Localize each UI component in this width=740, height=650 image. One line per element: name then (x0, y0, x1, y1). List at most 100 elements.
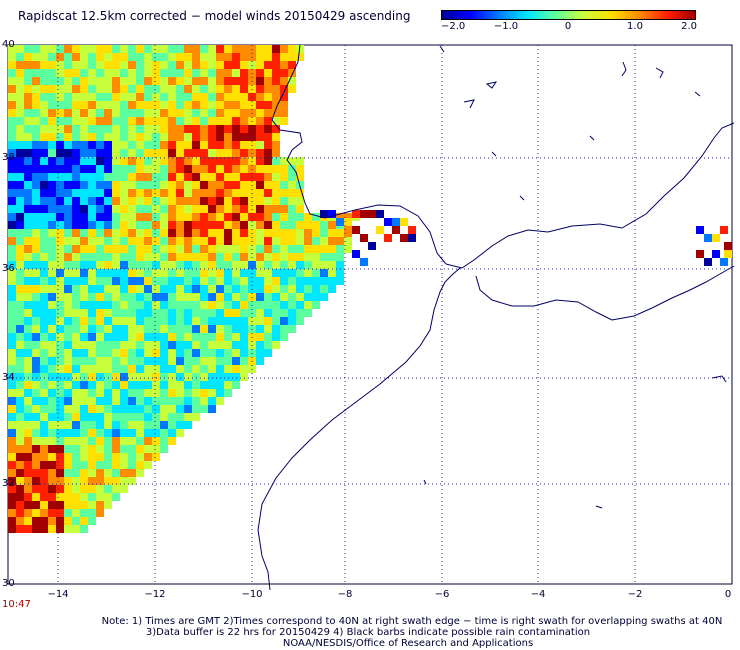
swath-cell (64, 277, 72, 285)
swath-cell (160, 157, 168, 165)
swath-cell (40, 421, 48, 429)
swath-cell (96, 501, 104, 509)
swath-cell (80, 485, 88, 493)
swath-cell (56, 125, 64, 133)
swath-cell (56, 461, 64, 469)
swath-cell (272, 333, 280, 341)
swath-cell (72, 261, 80, 269)
swath-cell (64, 341, 72, 349)
swath-cell (216, 333, 224, 341)
swath-cell (136, 61, 144, 69)
swath-cell (192, 133, 200, 141)
swath-cell (208, 277, 216, 285)
swath-cell (208, 389, 216, 397)
swath-cell (56, 493, 64, 501)
swath-cell (104, 365, 112, 373)
swath-cell (8, 453, 16, 461)
swath-cell (368, 210, 376, 218)
swath-cell (168, 189, 176, 197)
swath-cell (88, 237, 96, 245)
swath-cell (64, 221, 72, 229)
swath-cell (216, 301, 224, 309)
swath-cell (96, 125, 104, 133)
swath-cell (160, 69, 168, 77)
swath-cell (208, 317, 216, 325)
swath-cell (24, 125, 32, 133)
swath-cell (16, 165, 24, 173)
swath-cell (128, 365, 136, 373)
swath-cell (64, 269, 72, 277)
swath-cell (64, 253, 72, 261)
swath-cell (160, 101, 168, 109)
swath-cell (72, 141, 80, 149)
swath-cell (136, 389, 144, 397)
swath-cell (376, 226, 384, 234)
swath-cell (88, 421, 96, 429)
swath-cell (272, 229, 280, 237)
swath-cell (304, 285, 312, 293)
swath-cell (160, 165, 168, 173)
swath-cell (184, 189, 192, 197)
swath-cell (16, 445, 24, 453)
swath-cell (40, 109, 48, 117)
swath-cell (232, 173, 240, 181)
swath-cell (176, 85, 184, 93)
swath-cell (224, 357, 232, 365)
swath-cell (104, 141, 112, 149)
swath-cell (56, 109, 64, 117)
swath-cell (128, 253, 136, 261)
swath-cell (56, 437, 64, 445)
swath-cell (192, 253, 200, 261)
swath-cell (96, 381, 104, 389)
swath-cell (296, 157, 304, 165)
swath-cell (24, 501, 32, 509)
swath-cell (88, 309, 96, 317)
swath-cell (184, 413, 192, 421)
swath-cell (32, 341, 40, 349)
swath-cell (96, 453, 104, 461)
swath-cell (152, 389, 160, 397)
swath-cell (32, 381, 40, 389)
swath-cell (216, 269, 224, 277)
swath-cell (232, 205, 240, 213)
swath-cell (224, 269, 232, 277)
swath-cell (48, 165, 56, 173)
swath-cell (192, 365, 200, 373)
swath-cell (200, 149, 208, 157)
swath-cell (40, 453, 48, 461)
swath-cell (80, 341, 88, 349)
swath-cell (208, 109, 216, 117)
swath-cell (136, 189, 144, 197)
swath-cell (144, 429, 152, 437)
swath-cell (24, 205, 32, 213)
swath-cell (176, 253, 184, 261)
swath-cell (136, 69, 144, 77)
swath-cell (24, 325, 32, 333)
swath-cell (48, 197, 56, 205)
swath-cell (264, 269, 272, 277)
swath-cell (152, 429, 160, 437)
swath-cell (240, 101, 248, 109)
swath-cell (152, 285, 160, 293)
swath-cell (176, 397, 184, 405)
swath-cell (104, 157, 112, 165)
swath-cell (32, 141, 40, 149)
swath-cell (112, 141, 120, 149)
swath-cell (208, 245, 216, 253)
swath-cell (328, 285, 336, 293)
swath-cell (144, 205, 152, 213)
swath-cell (120, 397, 128, 405)
swath-cell (96, 61, 104, 69)
swath-cell (32, 437, 40, 445)
swath-cell (64, 525, 72, 533)
swath-cell (112, 445, 120, 453)
swath-cell (232, 189, 240, 197)
swath-cell (48, 517, 56, 525)
swath-cell (128, 165, 136, 173)
swath-cell (40, 189, 48, 197)
swath-cell (192, 317, 200, 325)
swath-cell (160, 53, 168, 61)
swath-cell (88, 397, 96, 405)
swath-cell (256, 357, 264, 365)
swath-cell (128, 197, 136, 205)
